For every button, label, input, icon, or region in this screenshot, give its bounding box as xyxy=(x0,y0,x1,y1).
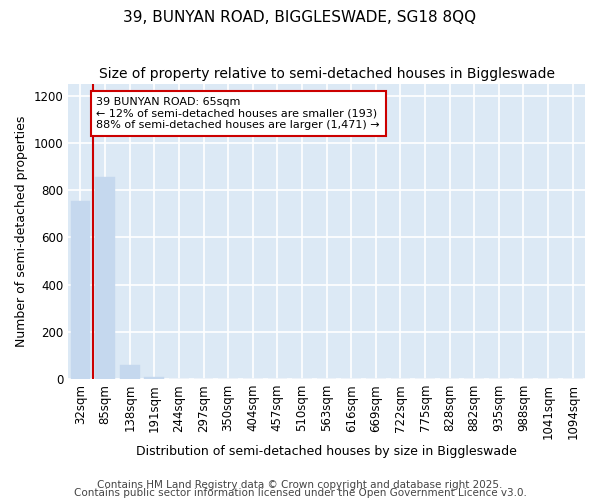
Text: Contains HM Land Registry data © Crown copyright and database right 2025.: Contains HM Land Registry data © Crown c… xyxy=(97,480,503,490)
Text: 39, BUNYAN ROAD, BIGGLESWADE, SG18 8QQ: 39, BUNYAN ROAD, BIGGLESWADE, SG18 8QQ xyxy=(124,10,476,25)
Bar xyxy=(95,176,115,379)
Bar xyxy=(145,376,164,379)
Text: Contains public sector information licensed under the Open Government Licence v3: Contains public sector information licen… xyxy=(74,488,526,498)
Bar xyxy=(120,365,140,379)
Title: Size of property relative to semi-detached houses in Biggleswade: Size of property relative to semi-detach… xyxy=(98,68,554,82)
X-axis label: Distribution of semi-detached houses by size in Biggleswade: Distribution of semi-detached houses by … xyxy=(136,444,517,458)
Bar xyxy=(71,201,91,379)
Y-axis label: Number of semi-detached properties: Number of semi-detached properties xyxy=(15,116,28,348)
Text: 39 BUNYAN ROAD: 65sqm
← 12% of semi-detached houses are smaller (193)
88% of sem: 39 BUNYAN ROAD: 65sqm ← 12% of semi-deta… xyxy=(97,97,380,130)
